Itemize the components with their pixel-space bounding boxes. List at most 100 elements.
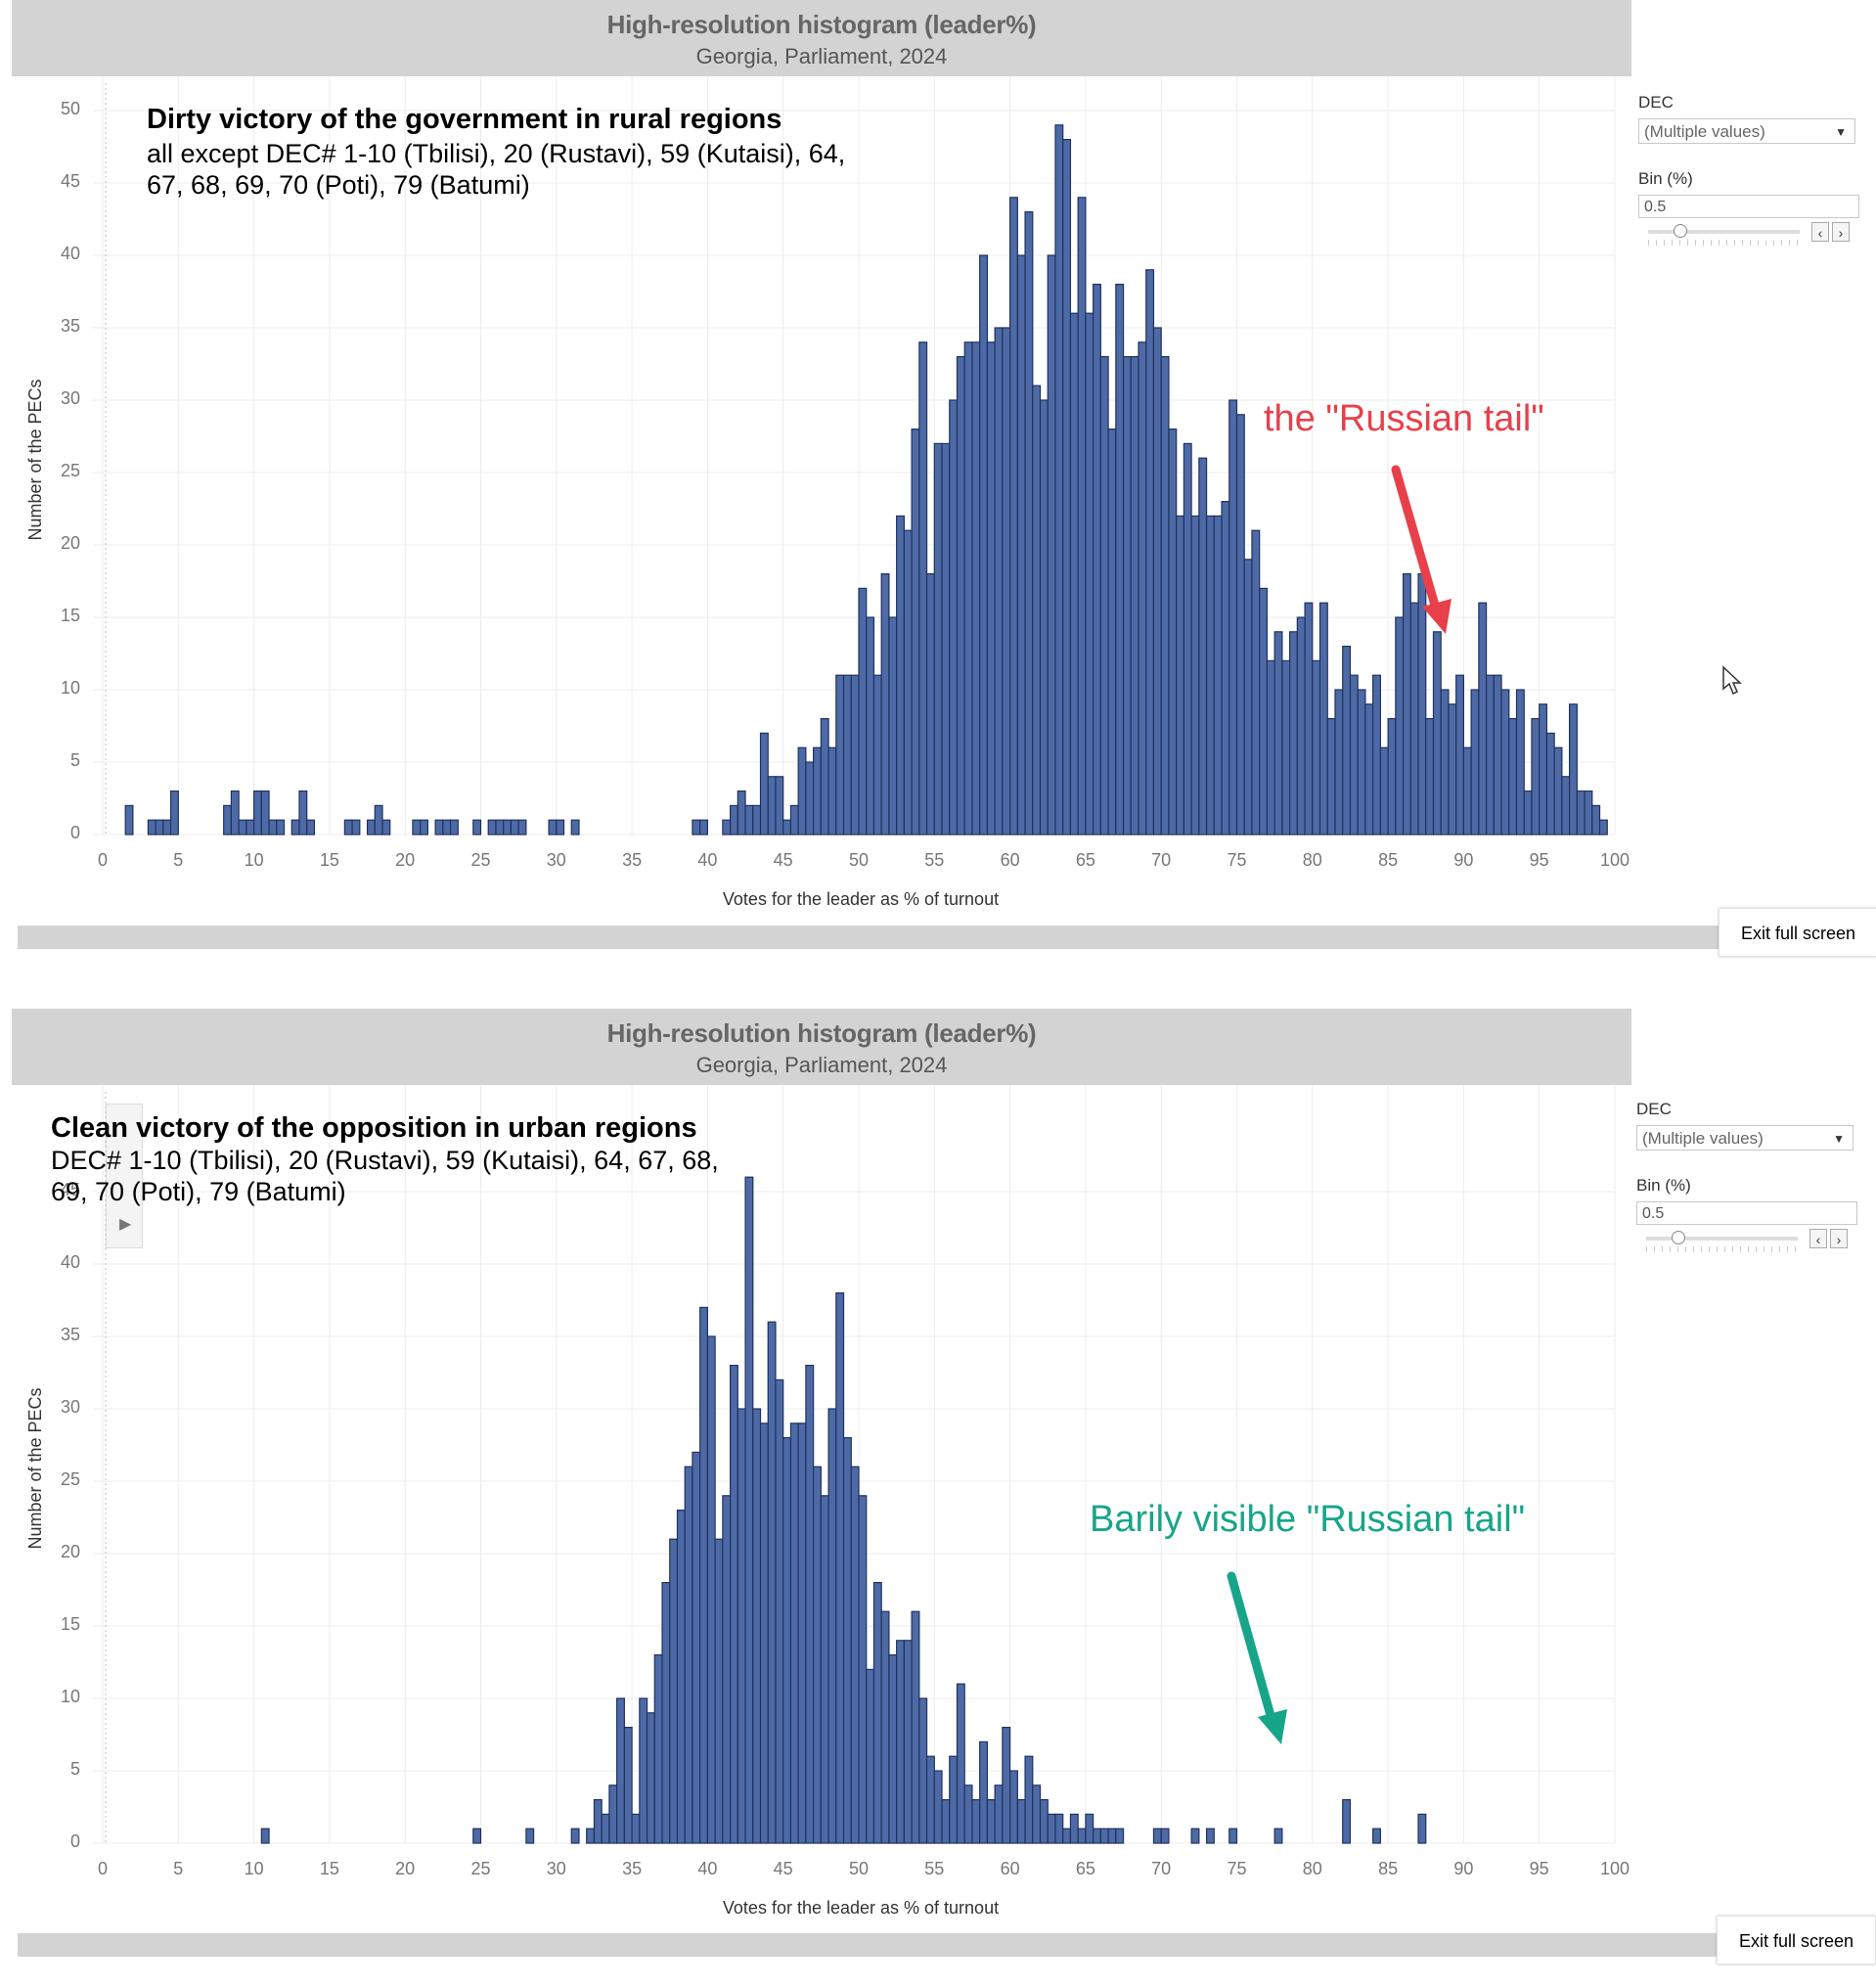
histogram-bar[interactable] <box>1130 356 1139 835</box>
histogram-bar[interactable] <box>1221 500 1230 835</box>
histogram-bar[interactable] <box>911 1610 920 1844</box>
histogram-bar[interactable] <box>744 804 754 835</box>
histogram-bar[interactable] <box>880 572 890 835</box>
play-icon[interactable]: ▶ <box>119 1216 132 1233</box>
histogram-bar[interactable] <box>1251 529 1261 835</box>
histogram-bar[interactable] <box>918 341 928 835</box>
histogram-bar[interactable] <box>495 819 505 835</box>
histogram-bar[interactable] <box>1273 1828 1283 1844</box>
histogram-bar[interactable] <box>805 761 815 835</box>
histogram-bar[interactable] <box>1032 1784 1042 1844</box>
histogram-bar[interactable] <box>1198 457 1208 835</box>
histogram-bar[interactable] <box>925 1755 935 1844</box>
histogram-bar[interactable] <box>971 1798 981 1844</box>
histogram-bar[interactable] <box>1500 689 1510 835</box>
histogram-bar[interactable] <box>1425 717 1435 835</box>
histogram-bar[interactable] <box>866 616 875 835</box>
histogram-bar[interactable] <box>449 819 459 835</box>
histogram-bar[interactable] <box>706 1335 716 1844</box>
histogram-bar[interactable] <box>162 819 172 835</box>
histogram-bar[interactable] <box>782 1437 792 1844</box>
histogram-bar[interactable] <box>1342 645 1352 835</box>
histogram-bar[interactable] <box>155 819 164 835</box>
histogram-bar[interactable] <box>616 1697 625 1844</box>
histogram-bar[interactable] <box>949 1755 959 1844</box>
histogram-bar[interactable] <box>722 1495 732 1844</box>
histogram-bar[interactable] <box>1304 602 1314 835</box>
histogram-bar[interactable] <box>1266 659 1275 835</box>
histogram-bar[interactable] <box>510 819 519 835</box>
histogram-bar[interactable] <box>1591 804 1601 835</box>
histogram-bar[interactable] <box>722 819 732 835</box>
histogram-bar[interactable] <box>260 1828 270 1844</box>
histogram-bar[interactable] <box>1176 515 1184 835</box>
step-right-icon[interactable]: › <box>1830 1229 1848 1248</box>
histogram-bar[interactable] <box>639 1697 648 1844</box>
histogram-bar[interactable] <box>366 819 376 835</box>
histogram-bar[interactable] <box>1228 399 1238 835</box>
histogram-bar[interactable] <box>1372 674 1381 835</box>
exit-full-screen-button[interactable]: Exit full screen <box>1717 1916 1876 1964</box>
histogram-bar[interactable] <box>1379 746 1389 835</box>
histogram-bar[interactable] <box>1296 616 1306 835</box>
histogram-bar[interactable] <box>813 746 822 835</box>
histogram-bar[interactable] <box>260 790 270 835</box>
histogram-bar[interactable] <box>941 442 951 835</box>
histogram-bar[interactable] <box>1085 1813 1094 1844</box>
histogram-bar[interactable] <box>472 819 482 835</box>
histogram-bar[interactable] <box>789 1423 799 1844</box>
histogram-bar[interactable] <box>752 1408 762 1844</box>
histogram-bar[interactable] <box>1584 790 1593 835</box>
histogram-bar[interactable] <box>1342 1798 1352 1844</box>
histogram-bar[interactable] <box>1047 254 1056 835</box>
histogram-bar[interactable] <box>434 819 444 835</box>
histogram-bar[interactable] <box>1093 284 1101 835</box>
histogram-bar[interactable] <box>586 1828 596 1844</box>
histogram-bar[interactable] <box>820 1495 829 1844</box>
histogram-bar[interactable] <box>813 1466 822 1844</box>
step-left-icon[interactable]: ‹ <box>1811 222 1829 242</box>
histogram-bar[interactable] <box>298 790 308 835</box>
histogram-bar[interactable] <box>1576 790 1586 835</box>
histogram-bar[interactable] <box>872 674 882 835</box>
histogram-bar[interactable] <box>1395 616 1405 835</box>
horizontal-scrollbar[interactable] <box>18 926 1722 949</box>
histogram-bar[interactable] <box>1093 1828 1101 1844</box>
histogram-bar[interactable] <box>956 356 965 835</box>
histogram-bar[interactable] <box>767 776 777 835</box>
histogram-bar[interactable] <box>1205 515 1215 835</box>
histogram-bar[interactable] <box>646 1712 655 1844</box>
histogram-bar[interactable] <box>1190 1828 1200 1844</box>
histogram-bar[interactable] <box>1387 717 1397 835</box>
histogram-bar[interactable] <box>1508 717 1518 835</box>
histogram-bar[interactable] <box>1259 587 1269 835</box>
histogram-bar[interactable] <box>1077 197 1087 835</box>
histogram-bar[interactable] <box>1417 1813 1427 1844</box>
histogram-bar[interactable] <box>1054 1813 1064 1844</box>
histogram-bar[interactable] <box>1190 515 1200 835</box>
histogram-bar[interactable] <box>1002 327 1011 835</box>
bin-slider[interactable]: ‹ › <box>1638 218 1873 248</box>
histogram-bar[interactable] <box>1243 559 1253 835</box>
histogram-bar[interactable] <box>1115 284 1125 835</box>
histogram-bar[interactable] <box>246 819 255 835</box>
histogram-bar[interactable] <box>1107 429 1117 835</box>
histogram-bar[interactable] <box>827 1408 837 1844</box>
histogram-bar[interactable] <box>941 1798 951 1844</box>
histogram-bar[interactable] <box>1183 442 1192 835</box>
histogram-bar[interactable] <box>714 1538 724 1844</box>
histogram-bar[interactable] <box>752 804 762 835</box>
histogram-bar[interactable] <box>1470 689 1480 835</box>
histogram-bar[interactable] <box>797 746 807 835</box>
histogram-bar[interactable] <box>1145 269 1155 835</box>
histogram-bar[interactable] <box>1417 572 1427 835</box>
histogram-bar[interactable] <box>1364 703 1374 835</box>
histogram-bar[interactable] <box>994 327 1004 835</box>
histogram-bar[interactable] <box>1478 602 1488 835</box>
histogram-bar[interactable] <box>888 616 898 835</box>
histogram-bar[interactable] <box>949 399 959 835</box>
histogram-bar[interactable] <box>1002 1726 1011 1844</box>
histogram-bar[interactable] <box>805 1365 815 1844</box>
histogram-bar[interactable] <box>1069 312 1079 835</box>
histogram-bar[interactable] <box>1561 776 1571 835</box>
